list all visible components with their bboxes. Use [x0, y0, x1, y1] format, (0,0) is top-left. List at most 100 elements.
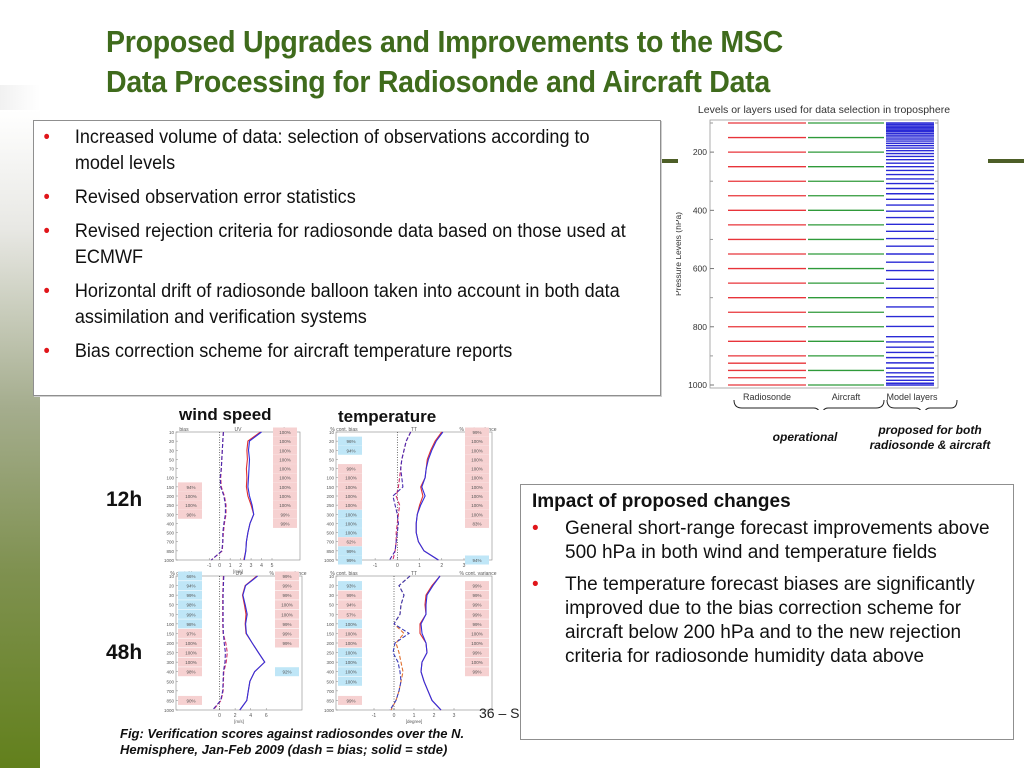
impact-item: • The temperature forecast biases are sig… [521, 573, 1013, 669]
right-badge [273, 454, 297, 464]
upgrade-text: Horizontal drift of radiosonde balloon t… [74, 281, 620, 328]
y-level-label: 70 [169, 612, 175, 617]
bullet-icon: • [532, 518, 539, 539]
upgrade-text: Bias correction scheme for aircraft temp… [74, 341, 513, 362]
bullet-icon: • [43, 281, 50, 302]
right-badge-text: 99% [280, 512, 289, 517]
x-tick-label: 1 [413, 713, 416, 719]
plot-title: TT [411, 427, 417, 433]
right-badge-text: 99% [472, 612, 481, 617]
left-badge [338, 667, 362, 677]
left-badge-text: 99% [186, 593, 195, 598]
temp-12h-plot: TT% cont. bias% cont. variance96%94%99%1… [324, 427, 497, 569]
left-badge [338, 500, 362, 510]
y-level-label: 850 [166, 698, 174, 703]
left-badge [338, 473, 362, 483]
y-level-label: 1000 [324, 558, 335, 563]
y-tick-label: 600 [693, 264, 707, 274]
x-tick-label: 4 [260, 563, 263, 569]
y-level-label: 400 [326, 521, 334, 526]
right-badge [465, 436, 489, 446]
y-level-label: 850 [326, 698, 334, 703]
left-badge-text: 94% [346, 603, 355, 608]
slide-number: 36 – S [479, 705, 520, 721]
right-badge [465, 445, 489, 455]
left-badge-text: 100% [185, 651, 197, 656]
right-badge [275, 667, 299, 677]
left-badge [338, 619, 362, 629]
y-level-label: 150 [166, 631, 174, 636]
right-badge [275, 609, 299, 619]
right-badge-text: 83% [472, 521, 481, 526]
levels-chart: Levels or layers used for data selection… [676, 104, 958, 410]
right-badge [273, 509, 297, 519]
right-badge-text: 100% [279, 467, 291, 472]
right-badge [273, 518, 297, 528]
left-badge-text: 96% [186, 512, 195, 517]
left-badge [178, 491, 202, 501]
left-badge-text: 62% [346, 540, 355, 545]
col-label-wind: wind speed [179, 405, 272, 424]
x-tick-label: 3 [250, 563, 253, 569]
left-badge-text: 100% [345, 670, 357, 675]
right-badge [465, 619, 489, 629]
right-badge [275, 600, 299, 610]
series-bias--old- [392, 431, 412, 561]
right-badge-text: 100% [471, 512, 483, 517]
left-badge [178, 638, 202, 648]
left-badge [338, 546, 362, 556]
y-level-label: 30 [169, 448, 175, 453]
y-level-label: 700 [166, 689, 174, 694]
left-badge-text: 100% [345, 521, 357, 526]
y-level-label: 200 [326, 641, 334, 646]
y-level-label: 20 [169, 584, 175, 589]
right-badge [273, 427, 297, 437]
left-badge [338, 628, 362, 638]
y-level-label: 100 [166, 622, 174, 627]
left-badge-text: 97% [186, 631, 195, 636]
right-badge [273, 436, 297, 446]
y-level-label: 20 [329, 439, 335, 444]
right-badge [465, 482, 489, 492]
right-badge-text: 99% [472, 593, 481, 598]
right-badge-text: 94% [472, 558, 481, 563]
y-level-label: 150 [166, 485, 174, 490]
left-badge-text: 66% [186, 574, 195, 579]
impact-item: • General short-range forecast improvemen… [521, 517, 1013, 565]
y-level-label: 400 [166, 670, 174, 675]
impact-text: General short-range forecast improvement… [565, 518, 990, 563]
left-badge-text: 100% [345, 631, 357, 636]
y-level-label: 250 [166, 503, 174, 508]
left-badge [338, 638, 362, 648]
right-badge-text: 100% [471, 485, 483, 490]
y-level-label: 100 [326, 622, 334, 627]
upgrade-item: • Revised rejection criteria for radioson… [34, 219, 629, 271]
right-badge [273, 482, 297, 492]
x-tick-label: 2 [234, 713, 237, 719]
y-level-label: 10 [329, 574, 335, 579]
left-badge [338, 436, 362, 446]
left-badge [338, 600, 362, 610]
temp-48h-plot: TT % cont. bias % cont. variance 93% 99% 94% 5… [324, 571, 497, 724]
x-tick-label: 2 [433, 713, 436, 719]
right-badge [465, 609, 489, 619]
left-badge [178, 619, 202, 629]
right-badge [275, 619, 299, 629]
caption-line-2: Hemisphere, Jan-Feb 2009 (dash = bias; s… [120, 742, 448, 757]
right-badge [273, 500, 297, 510]
left-badge-text: 93% [346, 584, 355, 589]
y-level-label: 200 [166, 494, 174, 499]
y-level-label: 700 [326, 540, 334, 545]
y-level-label: 70 [329, 612, 335, 617]
upgrade-item: • Bias correction scheme for aircraft tem… [34, 339, 629, 365]
plot-title: UV [235, 427, 243, 433]
plot-title: UV [236, 571, 244, 577]
proposed-annotation: proposed for both radiosonde & aircraft [869, 423, 991, 452]
y-level-label: 70 [169, 467, 175, 472]
left-badge-text: 100% [185, 494, 197, 499]
title-line-2: Data Processing for Radiosonde and Aircr… [106, 64, 770, 99]
right-badge-text: 99% [282, 574, 291, 579]
left-badge-text: 100% [345, 660, 357, 665]
right-badge-text: 100% [281, 612, 293, 617]
right-badge [465, 667, 489, 677]
